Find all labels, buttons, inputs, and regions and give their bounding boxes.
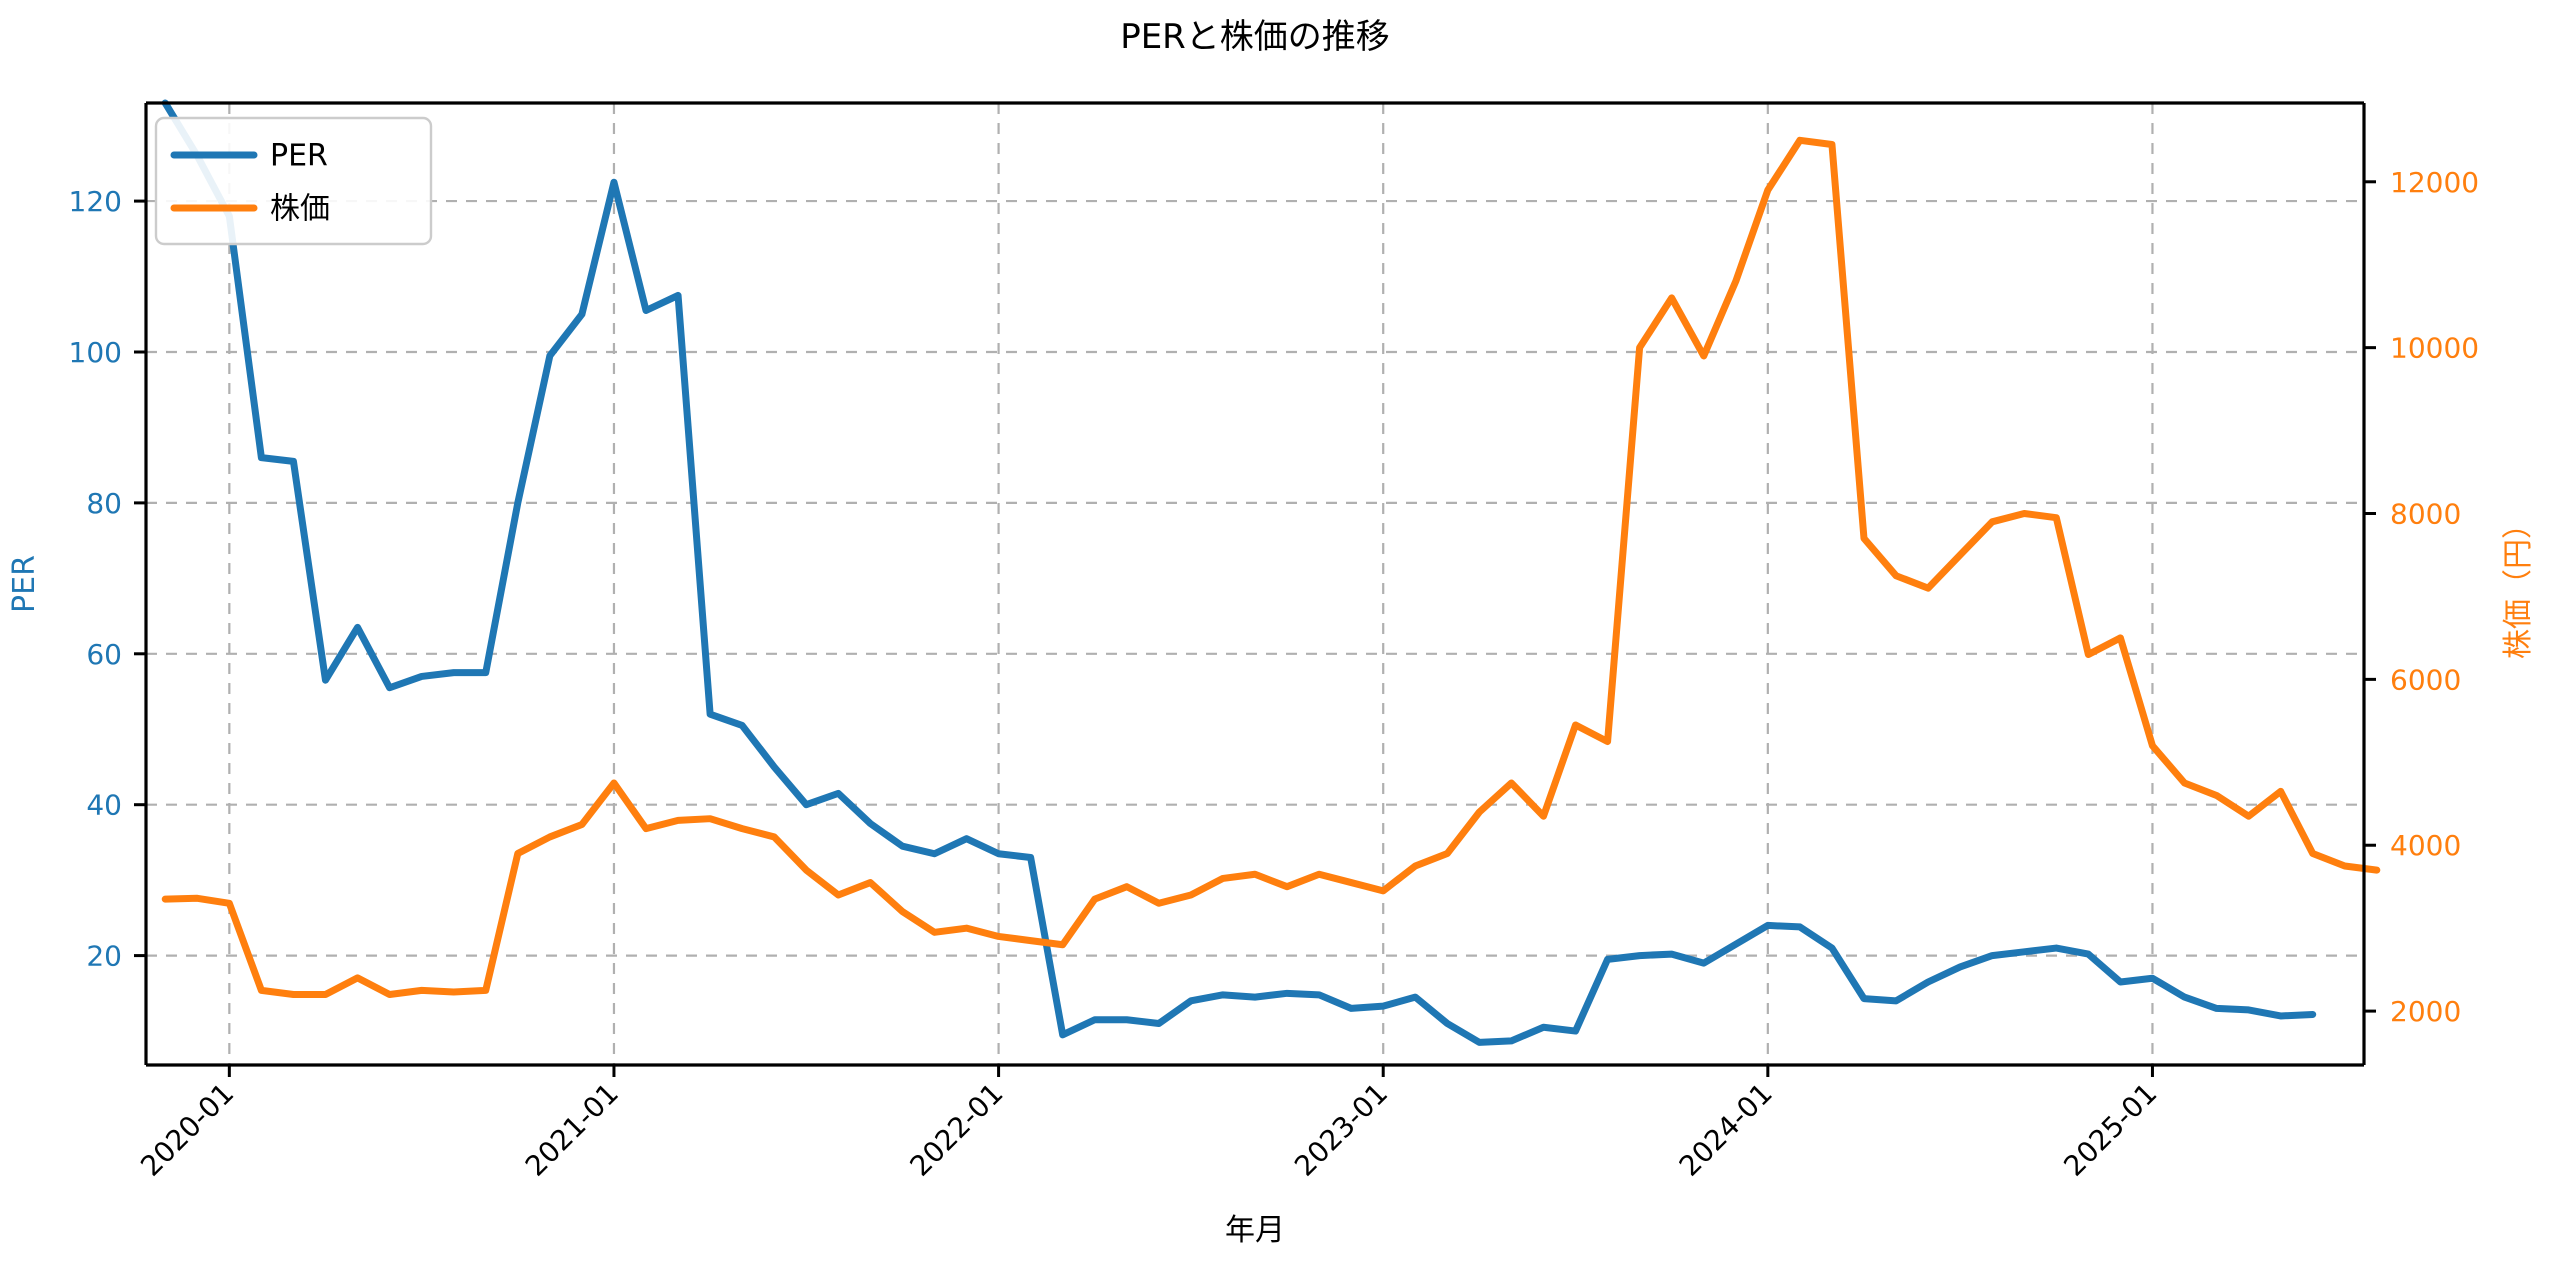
series-line-per — [161, 99, 2317, 1046]
x-axis-label: 年月 — [1225, 1213, 1285, 1248]
y-left-tick-label: 80 — [86, 487, 122, 520]
y-right-tick-label: 12000 — [2390, 166, 2479, 199]
y-left-tick-label: 60 — [86, 638, 122, 671]
y-axis-right-label: 株価（円） — [2501, 509, 2536, 659]
y-axis-right-ticks: 2000 4000 6000 8000 10000 12000 — [2364, 166, 2479, 1028]
y-left-tick-label: 40 — [86, 789, 122, 822]
y-left-tick-label: 100 — [69, 336, 122, 369]
series-lines — [161, 99, 2381, 1046]
y-right-tick-label: 4000 — [2390, 829, 2461, 862]
legend-label-stock-price: 株価 — [270, 192, 330, 227]
y-axis-left-label: PER — [7, 555, 42, 613]
chart-title: PERと株価の推移 — [1120, 17, 1390, 57]
y-left-tick-label: 20 — [86, 940, 122, 973]
y-right-tick-label: 8000 — [2390, 498, 2461, 531]
y-axis-left-ticks: 20 40 60 80 100 120 — [69, 185, 146, 973]
y-right-tick-label: 10000 — [2390, 332, 2479, 365]
legend-label-per: PER — [270, 139, 328, 174]
y-right-tick-label: 6000 — [2390, 663, 2461, 696]
gridlines — [146, 103, 2364, 1065]
y-right-tick-label: 2000 — [2390, 995, 2461, 1028]
chart-legend[interactable]: PER 株価 — [154, 116, 433, 246]
axes-spines — [144, 101, 2366, 1067]
y-left-tick-label: 120 — [69, 185, 122, 218]
legend-background — [154, 116, 433, 246]
series-line-stock-price — [161, 136, 2381, 999]
